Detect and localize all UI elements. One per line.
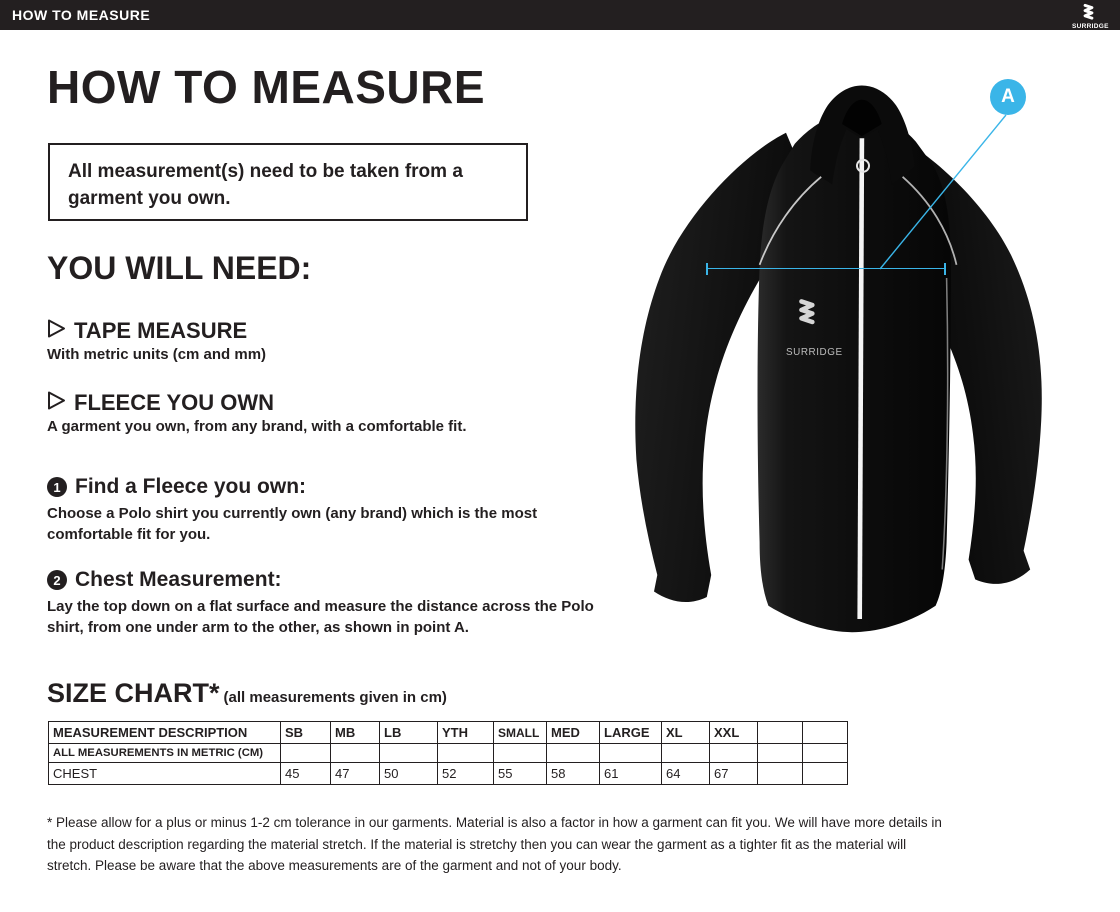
svg-text:SURRIDGE: SURRIDGE xyxy=(786,347,843,358)
